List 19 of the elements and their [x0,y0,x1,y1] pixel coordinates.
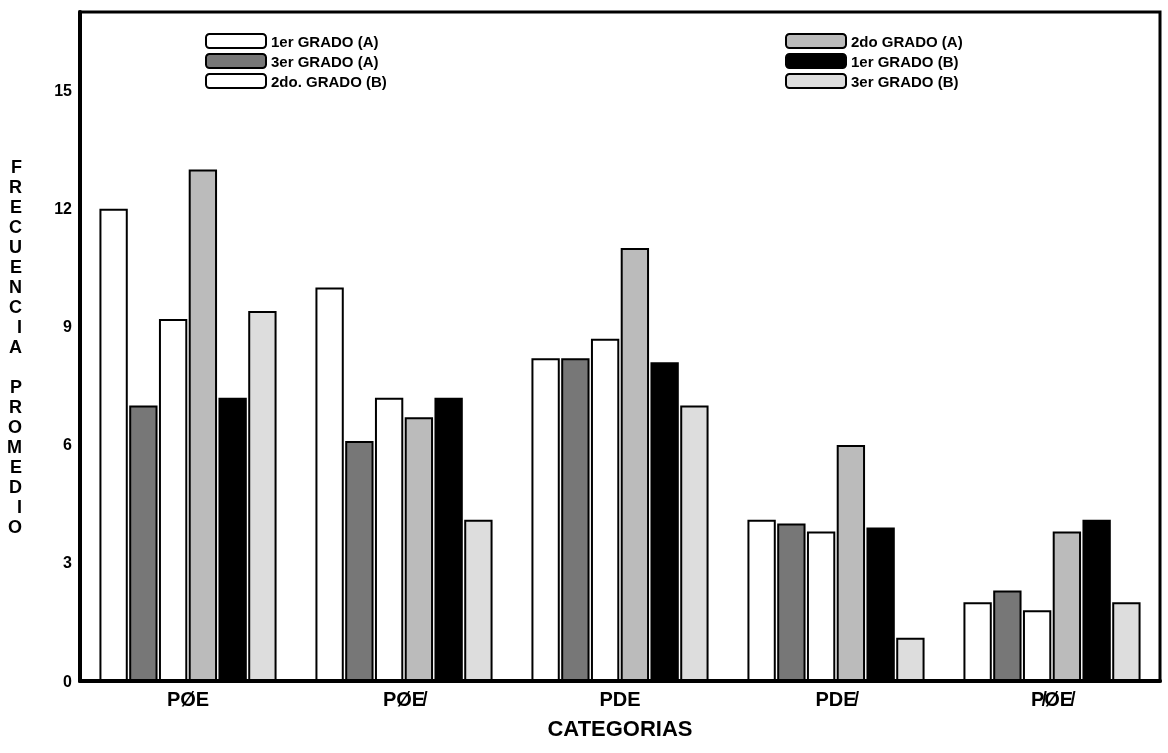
text: FRECUENCIA PROMEDIO [7,156,22,537]
x-tick-label: PØE [166,688,210,710]
y-tick-label: 9 [63,318,73,336]
y-tick-label: 15 [54,82,73,100]
y-tick-label: 6 [63,436,73,454]
legend-label: 3er GRADO (A) [271,52,379,70]
y-tick-label: 0 [63,672,73,690]
legend-label: 2do. GRADO (B) [271,72,387,90]
legend-label: 2do GRADO (A) [851,32,963,50]
x-tick-label: P̸ØE̸ [1030,688,1077,710]
legend-label: 3er GRADO (B) [851,72,959,90]
y-tick-label: 12 [54,200,73,218]
x-tick-label: PDE [599,688,641,710]
x-tick-label: PØE̸ [382,688,429,710]
x-axis-title: CATEGORIAS [547,715,693,741]
legend-label: 1er GRADO (A) [271,32,379,50]
y-tick-label: 3 [63,554,73,572]
legend-label: 1er GRADO (B) [851,52,959,70]
x-tick-label: PDE̸ [815,688,860,710]
